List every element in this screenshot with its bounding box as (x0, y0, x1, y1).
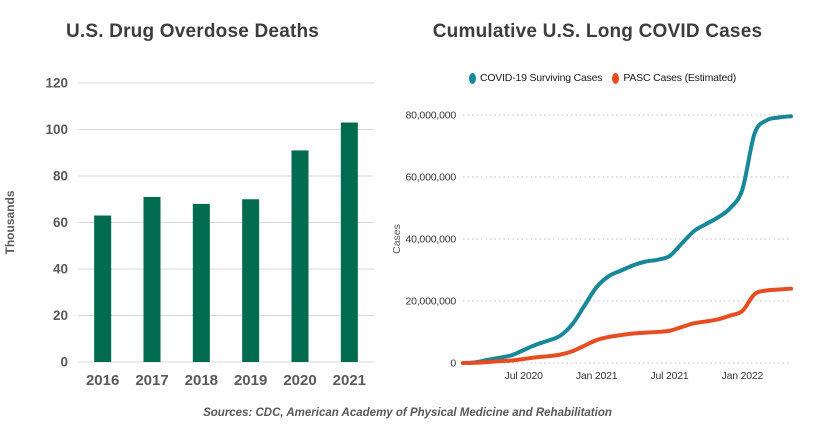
bar-2019 (242, 199, 260, 362)
y-tick-label: 100 (45, 122, 68, 137)
x-tick-label: Jan 2022 (722, 370, 764, 382)
covid-surviving-series-marker-icon (468, 72, 476, 84)
y-tick-label: 60,000,000 (405, 172, 456, 184)
y-tick-label: 20 (53, 308, 68, 323)
y-tick-label: 120 (45, 76, 68, 91)
long-covid-chart-title: Cumulative U.S. Long COVID Cases (432, 21, 763, 42)
pasc-series-marker-icon (612, 72, 620, 84)
x-tick-label: Jul 2020 (505, 370, 543, 382)
x-tick-label: Jul 2021 (650, 370, 688, 382)
x-tick-label: 2018 (185, 372, 218, 389)
y-tick-label: 0 (450, 358, 456, 370)
legend-label-pasc: PASC Cases (Estimated) (623, 72, 737, 84)
legend-label-covid-surviving: COVID-19 Surviving Cases (479, 72, 603, 84)
y-axis-title: Cases (391, 224, 403, 254)
overdose-bar-plot: 0 20 40 60 80 100 120 2016 2017 2018 2019 2020 2021 T… (3, 76, 374, 389)
covid-surviving-line (461, 114, 793, 365)
long-covid-line-plot: 0 20,000,000 40,000,000 60,000,000 80,000,00… (391, 110, 793, 382)
long-covid-legend: COVID-19 Surviving Cases PASC Cases (Est… (390, 70, 815, 86)
legend-item-pasc: PASC Cases (Estimated) (612, 72, 736, 84)
bar-2017 (143, 196, 161, 362)
legend-item-covid-surviving: COVID-19 Surviving Cases (468, 72, 603, 84)
y-tick-label: 0 (60, 355, 68, 370)
y-tick-label: 40,000,000 (405, 234, 456, 246)
x-tick-label: 2020 (283, 372, 316, 389)
overdose-chart-title: U.S. Drug Overdose Deaths (65, 21, 320, 42)
x-tick-label: 2017 (135, 372, 168, 389)
x-tick-label: 2016 (86, 372, 119, 389)
bar-2018 (192, 203, 210, 362)
y-axis-title: Thousands (3, 190, 17, 254)
y-tick-label: 80 (53, 169, 68, 184)
bar-2016 (94, 215, 112, 362)
sources-note: Sources: CDC, American Academy of Physic… (203, 407, 612, 419)
y-tick-label: 20,000,000 (405, 296, 456, 308)
y-tick-label: 80,000,000 (405, 110, 456, 122)
y-tick-label: 60 (53, 215, 68, 230)
pasc-line (461, 286, 793, 365)
bar-2021 (340, 122, 358, 363)
x-tick-label: Jan 2021 (576, 370, 618, 382)
x-tick-label: 2021 (333, 372, 366, 389)
y-tick-label: 40 (53, 262, 68, 277)
x-tick-label: 2019 (234, 372, 267, 389)
bar-2020 (291, 150, 309, 362)
